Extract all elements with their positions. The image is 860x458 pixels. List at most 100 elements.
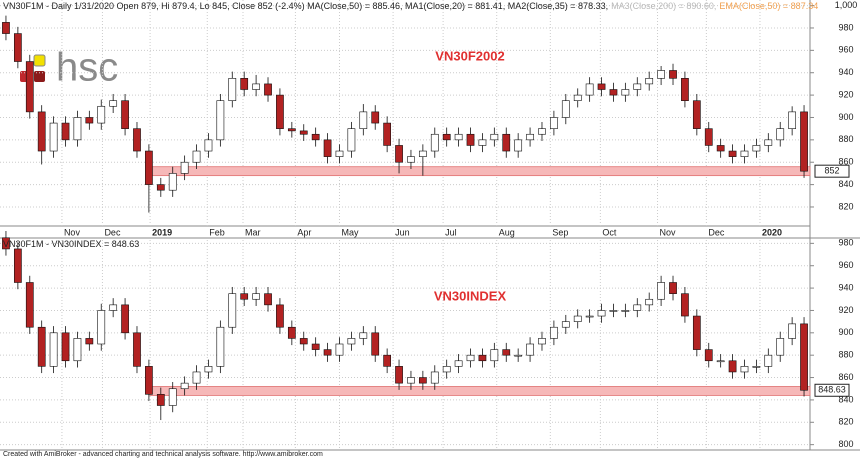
candle-body: [109, 100, 118, 107]
candle-body: [299, 338, 308, 345]
candle-body: [264, 83, 272, 96]
x-tick-label: Mar: [245, 227, 261, 237]
logo: hsc: [20, 46, 118, 90]
candle-body: [168, 388, 177, 406]
y-tick-label: 960: [838, 45, 853, 55]
candle-body: [323, 349, 332, 356]
candle-body: [323, 139, 332, 157]
candle-body: [347, 128, 356, 152]
candle-body: [776, 338, 785, 356]
y-tick-label: 860: [838, 157, 853, 167]
candle-body: [37, 111, 46, 152]
candle-body: [716, 145, 725, 152]
candle-body: [573, 94, 582, 101]
candle-body: [311, 133, 320, 141]
candle-body: [145, 366, 153, 395]
candle-body: [228, 293, 237, 328]
candle-body: [2, 237, 10, 250]
candle-body: [800, 111, 808, 172]
candle-body: [276, 304, 284, 328]
candle-body: [692, 315, 701, 350]
logo-text: hsc: [56, 46, 118, 90]
candle-body: [359, 332, 368, 339]
candle-body: [276, 94, 284, 129]
y-tick-label: 940: [838, 67, 853, 77]
candle-body: [526, 343, 534, 356]
candle-body: [716, 360, 725, 363]
candle-body: [371, 332, 380, 356]
candle-body: [597, 83, 606, 90]
chart-title: VN30F1M - Daily 1/31/2020 Open 879, Hi 8…: [3, 1, 818, 11]
candle-body: [216, 326, 225, 367]
candle-body: [97, 310, 106, 345]
candle-body: [621, 89, 630, 96]
candle-body: [407, 377, 415, 384]
x-tick-label: May: [341, 227, 359, 237]
candle-body: [526, 133, 534, 141]
candle-body: [13, 248, 22, 283]
candle-body: [573, 315, 582, 322]
candle-body: [383, 122, 392, 146]
logo-square: [34, 71, 45, 82]
candle-body: [168, 173, 177, 191]
candle-body: [97, 105, 106, 124]
candle-body: [764, 354, 773, 367]
candle-body: [442, 366, 451, 373]
candle-body: [490, 133, 499, 141]
candle-body: [561, 100, 570, 118]
y-tick-label: 880: [838, 134, 853, 144]
candle-body: [156, 394, 165, 406]
candle-body: [335, 343, 344, 356]
last-price-label: 848.63: [818, 385, 846, 395]
candle-body: [192, 150, 201, 163]
title-main: VN30F1M - Daily 1/31/2020 Open 879, Hi 8…: [3, 1, 608, 11]
candle-body: [692, 100, 701, 129]
candle-body: [204, 139, 213, 152]
candle-body: [669, 282, 677, 294]
last-price-box: [814, 164, 850, 178]
candle-body: [704, 349, 713, 362]
candle-body: [430, 133, 439, 152]
candle-body: [788, 111, 797, 129]
candle-body: [597, 310, 606, 317]
y-tick-label: 820: [838, 417, 853, 427]
candle-body: [681, 78, 689, 101]
candle-body: [61, 332, 70, 362]
y-tick-label: 900: [838, 327, 853, 337]
y-tick-label: 920: [838, 305, 853, 315]
candle-body: [145, 150, 153, 185]
candle-body: [73, 117, 82, 141]
candle-body: [2, 22, 10, 34]
candle-body: [609, 89, 618, 96]
candle-body: [49, 122, 58, 152]
y-tick-label: 840: [838, 394, 853, 404]
annotation: VN30F2002: [435, 48, 504, 63]
candle-body: [311, 343, 320, 350]
y-tick-label: 840: [838, 179, 853, 189]
candle-body: [204, 366, 213, 373]
candle-body: [478, 139, 487, 146]
candle-body: [752, 145, 761, 152]
candle-body: [502, 349, 511, 356]
candle-body: [252, 83, 260, 90]
title-extra: EMA(Close,50) = 887.34: [719, 1, 818, 11]
candle-body: [478, 354, 487, 362]
candle-body: [454, 133, 463, 141]
support-band: [149, 386, 811, 396]
candle-body: [287, 128, 296, 132]
candle-body: [740, 366, 749, 373]
candle-body: [240, 78, 249, 90]
candle-body: [156, 184, 165, 191]
candle-body: [299, 130, 308, 135]
x-tick-label: Sep: [552, 227, 568, 237]
candle-body: [109, 304, 118, 311]
candle-body: [776, 128, 785, 141]
candle-body: [550, 326, 558, 339]
candle-body: [264, 293, 272, 306]
candle-body: [502, 133, 511, 152]
candle-body: [407, 156, 415, 163]
logo-square: [33, 54, 46, 67]
candle-body: [371, 111, 380, 124]
x-tick-label: Jul: [445, 227, 457, 237]
candle-body: [550, 117, 558, 129]
